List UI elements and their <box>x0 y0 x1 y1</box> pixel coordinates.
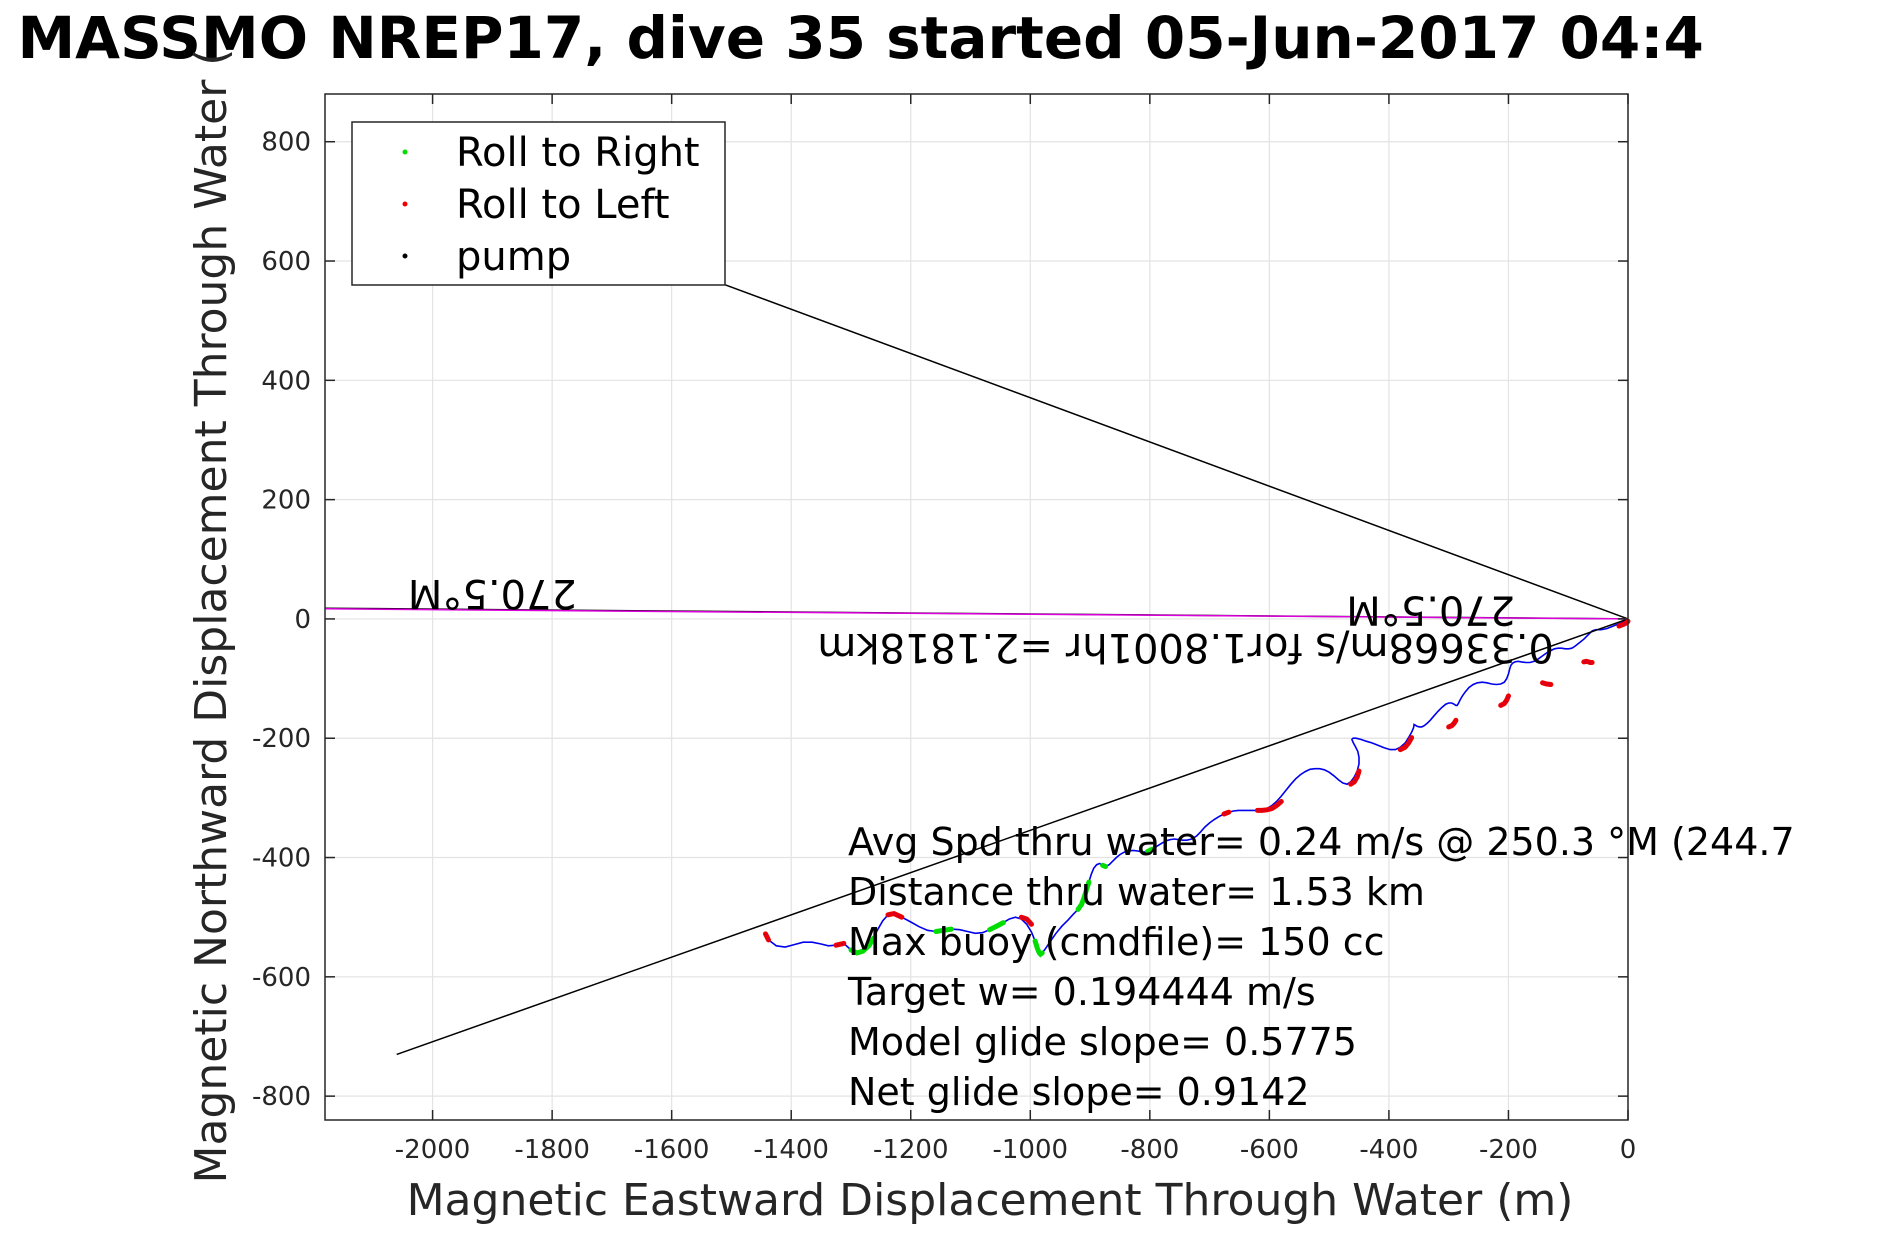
y-tick-label: 0 <box>294 605 311 635</box>
y-tick-label: -200 <box>252 724 311 754</box>
roll-right-segment <box>848 935 877 956</box>
flipped-annotation: 270.5°M <box>408 570 577 616</box>
y-tick-label: 400 <box>261 366 311 396</box>
y-tick-label: 800 <box>261 128 311 158</box>
y-tick-label: 600 <box>261 247 311 277</box>
roll-left-dots <box>1448 719 1457 728</box>
series-line-4 <box>324 608 1629 620</box>
plot-area-frame <box>324 93 1629 1121</box>
roll-left-dots <box>1542 681 1552 686</box>
x-tick-label: -800 <box>1120 1135 1179 1165</box>
x-axis-label: Magnetic Eastward Displacement Through W… <box>407 1175 1574 1226</box>
roll-left-dots <box>1020 916 1033 925</box>
roll-right-segment <box>1032 938 1045 958</box>
roll-right-segment <box>1100 862 1109 869</box>
roll-left-dots <box>835 942 845 947</box>
info-net-glide-slope: Net glide slope= 0.9142 <box>848 1070 1310 1114</box>
info-max-buoy: Max buoy (cmdfile)= 150 cc <box>848 920 1385 964</box>
x-tick-label: -1000 <box>993 1135 1069 1165</box>
legend-marker-pump <box>402 253 408 259</box>
y-tick-label: -800 <box>252 1082 311 1112</box>
axis-ticks: -2000 -1800 -1600 -1400 -1200 -1000 -800 -600 -4… <box>252 94 1636 1165</box>
series-layer <box>324 284 1631 1056</box>
roll-left-dots <box>764 933 770 941</box>
roll-left-dots <box>1223 811 1230 815</box>
x-tick-label: -1600 <box>634 1135 710 1165</box>
legend-marker-roll-left <box>402 201 408 207</box>
roll-left-segment <box>1348 768 1362 787</box>
legend-label-roll-left: Roll to Left <box>456 182 670 228</box>
x-tick-label: -1400 <box>753 1135 829 1165</box>
roll-left-segment <box>1397 735 1415 753</box>
roll-left-dots <box>1583 660 1593 664</box>
info-model-glide-slope: Model glide slope= 0.5775 <box>848 1020 1357 1064</box>
legend: Roll to Right Roll to Left pump <box>351 121 726 286</box>
y-tick-label: 200 <box>261 486 311 516</box>
x-tick-label: -200 <box>1479 1135 1538 1165</box>
legend-box <box>351 121 726 286</box>
flipped-annotation: 270.5°M <box>1346 586 1515 632</box>
info-distance: Distance thru water= 1.53 km <box>848 870 1425 914</box>
annotation-layer: 270.5°M 270.5°M0.33668m/s for1.8001hr =2.… <box>408 570 1554 670</box>
y-tick-label: -600 <box>252 963 311 993</box>
x-tick-label: -1800 <box>514 1135 590 1165</box>
series-line-1 <box>396 618 1629 1056</box>
info-avg-speed: Avg Spd thru water= 0.24 m/s @ 250.3 °M … <box>848 820 1795 864</box>
roll-right-segment <box>987 920 1006 933</box>
flipped-annotation: 0.33668m/s for1.8001hr =2.1818km <box>817 624 1553 670</box>
roll-left-dots <box>1500 695 1510 707</box>
info-target-w: Target w= 0.194444 m/s <box>847 970 1316 1014</box>
roll-right-segment <box>1144 846 1155 855</box>
x-tick-label: -400 <box>1359 1135 1418 1165</box>
x-tick-label: -600 <box>1240 1135 1299 1165</box>
roll-left-dots <box>1618 620 1629 628</box>
roll-left-dots <box>887 912 903 919</box>
legend-label-pump: pump <box>456 234 571 280</box>
roll-left-dots <box>1257 800 1282 812</box>
legend-label-roll-right: Roll to Right <box>456 130 700 176</box>
dive-summary-text: Avg Spd thru water= 0.24 m/s @ 250.3 °M … <box>847 820 1795 1114</box>
roll-right-segment <box>1075 879 1092 912</box>
roll-right-segment <box>933 926 954 934</box>
legend-marker-roll-right <box>402 149 408 155</box>
x-tick-label: -2000 <box>395 1135 471 1165</box>
y-tick-label: -400 <box>252 844 311 874</box>
y-axis-label: Magnetic Northward Displacement Through … <box>186 49 237 1184</box>
series-line-2 <box>725 284 1629 620</box>
x-tick-label: 0 <box>1620 1135 1637 1165</box>
x-tick-label: -1200 <box>873 1135 949 1165</box>
chart-title: 613 MASSMO NREP17, dive 35 started 05-Ju… <box>0 4 1704 72</box>
